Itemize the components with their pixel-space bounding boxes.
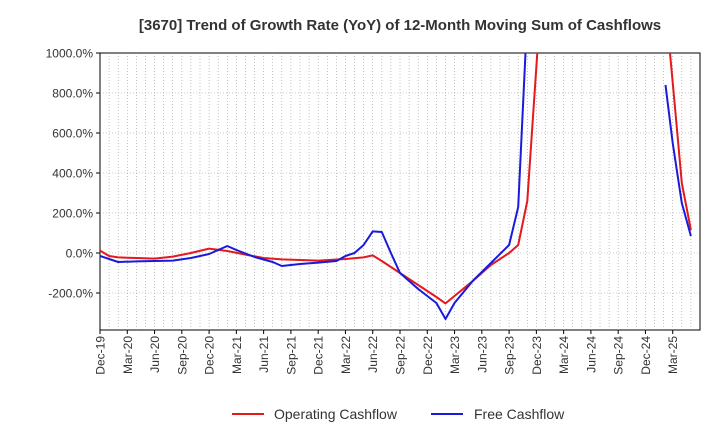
x-tick-label: Sep-24: [612, 336, 626, 375]
grid-lines: [100, 53, 700, 330]
chart-title: [3670] Trend of Growth Rate (YoY) of 12-…: [139, 17, 661, 34]
x-tick-label: Dec-20: [203, 336, 217, 375]
x-tick-label: Mar-20: [121, 336, 135, 374]
x-tick-label: Mar-23: [448, 336, 462, 374]
x-tick-label: Dec-21: [312, 336, 326, 375]
y-tick-label: 200.0%: [52, 207, 93, 221]
series-line-free-cashflow: [664, 84, 692, 237]
x-tick-label: Dec-24: [639, 336, 653, 375]
x-tick-label: Dec-22: [421, 336, 435, 375]
y-tick-label: -200.0%: [48, 287, 93, 301]
x-tick-label: Sep-23: [503, 336, 517, 375]
x-tick-label: Mar-25: [666, 336, 680, 374]
x-tick-label: Jun-21: [257, 336, 271, 373]
x-axis-ticks: Dec-19 Mar-20 Jun-20 Sep-20 Dec-20 Mar-21 Jun-…: [94, 330, 680, 375]
x-tick-label: Jun-23: [475, 336, 489, 373]
legend-label-free: Free Cashflow: [474, 406, 565, 422]
legend-label-operating: Operating Cashflow: [274, 406, 398, 422]
x-tick-label: Mar-21: [230, 336, 244, 374]
x-tick-label: Dec-23: [530, 336, 544, 375]
x-tick-label: Jun-22: [366, 336, 380, 373]
x-tick-label: Jun-24: [584, 336, 598, 373]
y-tick-label: 0.0%: [66, 247, 94, 261]
y-tick-label: 800.0%: [52, 87, 93, 101]
series-line-free-cashflow: [100, 53, 527, 320]
series-line-operating-cashflow: [669, 53, 692, 231]
series-lines: [100, 53, 692, 320]
y-tick-label: 1000.0%: [46, 47, 94, 61]
legend: Operating Cashflow Free Cashflow: [232, 406, 565, 422]
y-tick-label: 600.0%: [52, 127, 93, 141]
x-tick-label: Dec-19: [94, 336, 108, 375]
y-tick-label: 400.0%: [52, 167, 93, 181]
x-tick-label: Sep-21: [284, 336, 298, 375]
x-tick-label: Mar-24: [557, 336, 571, 374]
x-tick-label: Mar-22: [339, 336, 353, 374]
x-tick-label: Jun-20: [148, 336, 162, 373]
x-tick-label: Sep-22: [394, 336, 408, 375]
x-tick-label: Sep-20: [175, 336, 189, 375]
y-axis-ticks: 1000.0% 800.0% 600.0% 400.0% 200.0% 0.0% -200.…: [46, 47, 100, 301]
